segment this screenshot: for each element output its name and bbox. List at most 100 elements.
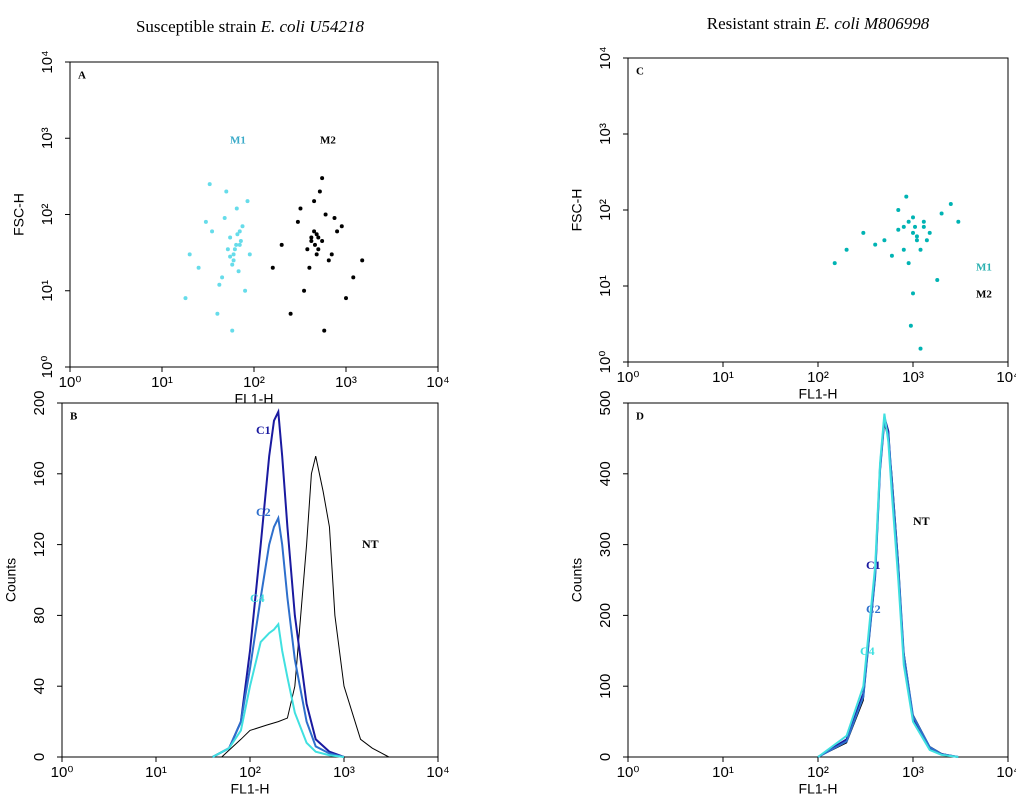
point <box>908 323 913 328</box>
x-tick-label: 10⁴ <box>426 764 449 781</box>
point <box>889 253 894 258</box>
point <box>224 189 229 194</box>
point <box>906 261 911 266</box>
point <box>228 235 233 240</box>
y-tick-label: 200 <box>597 603 614 628</box>
point <box>316 235 321 240</box>
x-tick-label: 10⁴ <box>426 374 449 391</box>
point <box>901 224 906 229</box>
panel-title: Susceptible strain E. coli U54218 <box>136 17 365 36</box>
point <box>298 206 303 211</box>
point <box>948 201 953 206</box>
y-tick-label: 160 <box>31 461 48 486</box>
x-tick-label: 10³ <box>335 374 357 391</box>
y-tick-label: 40 <box>31 678 48 695</box>
panel-letter: C <box>636 66 644 78</box>
y-tick-label: 10⁰ <box>39 356 56 379</box>
histogram-line <box>817 416 959 758</box>
gate-label: M2 <box>976 289 992 301</box>
point <box>236 269 241 274</box>
point <box>914 238 919 243</box>
point <box>326 258 331 263</box>
point <box>344 296 348 301</box>
x-tick-label: 10⁰ <box>617 369 640 386</box>
point <box>896 208 901 212</box>
point <box>210 229 215 234</box>
title-italic: E. coli U54218 <box>260 17 365 36</box>
point <box>906 219 911 224</box>
panel-title: Resistant strain E. coli M806998 <box>707 14 930 33</box>
point <box>288 311 293 316</box>
point <box>183 296 188 301</box>
point <box>225 247 230 252</box>
y-tick-label: 10⁴ <box>597 46 614 69</box>
point <box>302 288 307 293</box>
x-tick-label: 10³ <box>333 764 355 781</box>
x-tick-label: 10⁰ <box>617 764 640 781</box>
plot-frame <box>627 57 1009 363</box>
point <box>234 242 239 247</box>
point <box>913 224 918 229</box>
y-tick-label: 10² <box>597 199 614 221</box>
point <box>911 215 915 220</box>
x-tick-label: 10⁰ <box>59 374 82 391</box>
x-tick-label: 10¹ <box>151 374 173 391</box>
y-tick-label: 10³ <box>597 123 614 145</box>
x-tick-label: 10⁰ <box>51 764 74 781</box>
point <box>832 261 837 266</box>
point <box>247 252 252 257</box>
y-tick-label: 0 <box>31 753 48 761</box>
y-tick-label: 100 <box>597 674 614 699</box>
y-tick-label: 10⁴ <box>39 50 56 73</box>
point <box>228 254 233 259</box>
x-tick-label: 10² <box>807 369 829 386</box>
point <box>295 219 300 224</box>
series-label: C4 <box>250 591 265 605</box>
point <box>307 265 312 270</box>
point <box>329 252 334 257</box>
x-tick-label: 10¹ <box>145 764 167 781</box>
plot-frame <box>61 402 439 758</box>
gate-label: M2 <box>320 135 336 147</box>
x-tick-label: 10² <box>807 764 829 781</box>
histogram-line <box>221 455 390 758</box>
series-label: C2 <box>256 505 271 519</box>
point <box>217 282 222 287</box>
point <box>237 242 242 247</box>
point <box>314 252 319 257</box>
series-label: NT <box>362 537 379 551</box>
point <box>882 238 887 243</box>
y-axis-label: Counts <box>569 558 585 602</box>
histogram-line <box>817 424 959 758</box>
point <box>924 238 929 243</box>
y-axis-label: Counts <box>3 558 19 602</box>
x-tick-label: 10¹ <box>712 369 734 386</box>
point <box>935 277 940 282</box>
point <box>279 242 284 247</box>
point <box>314 232 319 237</box>
point <box>914 234 919 239</box>
point <box>873 242 878 247</box>
y-tick-label: 10³ <box>39 127 56 149</box>
x-tick-label: 10² <box>239 764 261 781</box>
y-tick-label: 500 <box>597 390 614 415</box>
panel-letter: D <box>636 411 644 423</box>
point <box>323 212 328 217</box>
point <box>312 199 317 204</box>
point <box>234 206 239 211</box>
x-tick-label: 10¹ <box>712 764 734 781</box>
point <box>335 229 340 234</box>
point <box>316 247 321 252</box>
point <box>231 252 236 257</box>
y-tick-label: 300 <box>597 532 614 557</box>
y-tick-label: 80 <box>31 607 48 624</box>
point <box>237 229 242 234</box>
point <box>921 224 926 229</box>
histogram-line <box>212 514 345 758</box>
point <box>312 229 317 234</box>
y-tick-label: 120 <box>31 532 48 557</box>
y-axis-label: FSC-H <box>569 189 585 232</box>
point <box>270 265 275 270</box>
point <box>203 219 208 224</box>
